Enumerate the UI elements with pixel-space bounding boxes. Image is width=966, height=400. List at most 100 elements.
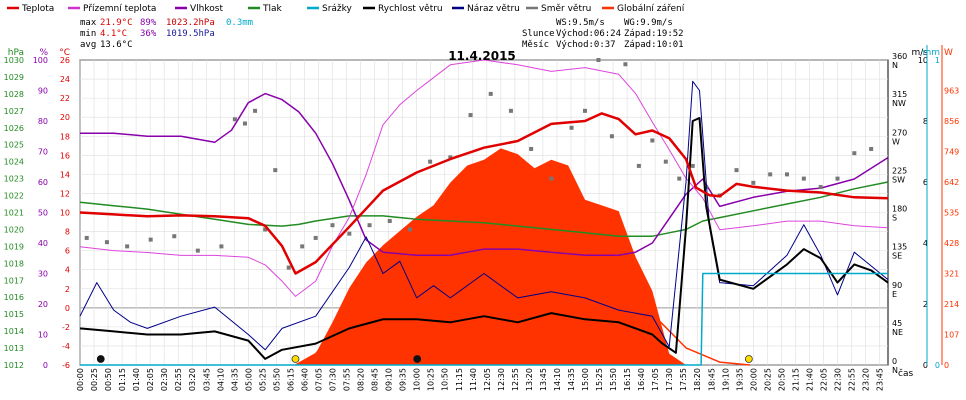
temperature-axis-tick: 18 bbox=[60, 132, 70, 141]
legend-label: Náraz větru bbox=[467, 4, 520, 14]
humidity-axis-tick: 10 bbox=[38, 331, 48, 340]
wind-speed-axis-unit: m/s bbox=[912, 48, 929, 58]
wind-dir-letter: N bbox=[892, 366, 898, 375]
x-tick-label: 13:45 bbox=[539, 368, 548, 391]
plot-area bbox=[79, 58, 889, 366]
legend-label: Rychlost větru bbox=[378, 4, 443, 14]
x-tick-label: 02:30 bbox=[160, 368, 169, 391]
wind-direction-point bbox=[677, 176, 682, 181]
pressure-axis-tick: 1028 bbox=[4, 90, 24, 99]
wind-dir-letter: NE bbox=[892, 328, 903, 337]
temperature-axis-tick: 8 bbox=[65, 228, 70, 237]
temperature-axis-tick: -4 bbox=[62, 342, 70, 351]
wind-direction-point bbox=[488, 91, 493, 96]
wind-direction-point bbox=[751, 180, 756, 185]
chart-title: 11.4.2015 bbox=[448, 49, 516, 63]
wind-direction-point bbox=[84, 235, 89, 240]
x-tick-label: 17:05 bbox=[651, 368, 660, 391]
temperature-axis-tick: 24 bbox=[60, 75, 70, 84]
wind-direction-point bbox=[835, 176, 840, 181]
temperature-axis-tick: 0 bbox=[65, 304, 70, 313]
stat-max-temp: 21.9°C bbox=[100, 18, 133, 28]
wind-direction-point bbox=[609, 134, 614, 139]
stat-rain: 0.3mm bbox=[226, 18, 253, 28]
x-tick-label: 04:10 bbox=[216, 368, 225, 391]
x-axis-label: čas bbox=[898, 368, 913, 379]
chart-axes: 00:00 00:25 00:50 01:15 01:40 02:05 02:30 02:55… bbox=[4, 45, 959, 391]
x-tick-label: 16:15 bbox=[623, 368, 632, 391]
wind-direction-point bbox=[529, 146, 534, 151]
humidity-axis-tick: 60 bbox=[38, 178, 48, 187]
wind-speed-axis-tick: 6 bbox=[923, 178, 928, 187]
wind-direction-point bbox=[852, 151, 857, 156]
x-tick-label: 15:50 bbox=[609, 368, 618, 391]
wind-speed-axis-tick: 2 bbox=[923, 300, 928, 309]
x-tick-label: 19:35 bbox=[735, 368, 744, 391]
stat-sunset: Západ:19:52 bbox=[624, 29, 684, 39]
x-tick-label: 18:45 bbox=[707, 368, 716, 391]
wind-direction-point bbox=[569, 125, 574, 130]
pressure-axis-tick: 1013 bbox=[4, 344, 24, 353]
x-tick-label: 23:45 bbox=[876, 368, 885, 391]
x-tick-label: 10:25 bbox=[427, 368, 436, 391]
stat-max-hum: 89% bbox=[140, 18, 157, 28]
wind-speed-axis-tick: 4 bbox=[923, 239, 928, 248]
radiation-axis-tick: 856 bbox=[944, 117, 959, 126]
series-srazky bbox=[80, 272, 888, 366]
temperature-axis-tick: 22 bbox=[60, 94, 70, 103]
legend-label: Vlhkost bbox=[190, 4, 223, 14]
x-tick-label: 11:15 bbox=[455, 368, 464, 391]
wind-dir-letter: E bbox=[892, 290, 897, 299]
radiation-axis-tick: 321 bbox=[944, 270, 959, 279]
wind-direction-point bbox=[286, 265, 291, 270]
x-tick-label: 13:20 bbox=[525, 368, 534, 391]
temperature-axis-tick: 20 bbox=[60, 113, 70, 122]
x-tick-label: 06:15 bbox=[286, 368, 295, 391]
temperature-axis-tick: 16 bbox=[60, 151, 70, 160]
x-tick-label: 00:50 bbox=[104, 368, 113, 391]
x-tick-label: 07:05 bbox=[314, 368, 323, 391]
pressure-axis-tick: 1021 bbox=[4, 209, 24, 218]
wind-direction-point bbox=[663, 159, 668, 164]
moon-marker bbox=[413, 355, 422, 363]
pressure-axis-tick: 1019 bbox=[4, 242, 24, 251]
temperature-axis-tick: 12 bbox=[60, 189, 70, 198]
x-tick-label: 12:05 bbox=[483, 368, 492, 391]
legend-label: Teplota bbox=[21, 4, 54, 14]
series-tlak bbox=[79, 181, 889, 237]
x-tick-label: 11:40 bbox=[469, 368, 478, 391]
humidity-axis-tick: 30 bbox=[38, 270, 48, 279]
pressure-axis-tick: 1027 bbox=[4, 107, 24, 116]
wind-direction-point bbox=[387, 218, 392, 223]
wind-speed-axis-tick: 8 bbox=[923, 117, 928, 126]
rain-axis-tick: 0 bbox=[935, 361, 940, 370]
stat-moonrise: Východ:0:37 bbox=[556, 40, 616, 50]
x-tick-label: 08:45 bbox=[371, 368, 380, 391]
pressure-axis-unit: hPa bbox=[8, 48, 24, 58]
radiation-axis-tick: 107 bbox=[944, 331, 959, 340]
series-rychlost-vetru bbox=[79, 117, 889, 360]
wind-direction-point bbox=[818, 185, 823, 190]
x-tick-label: 00:00 bbox=[76, 368, 85, 391]
pressure-axis-tick: 1017 bbox=[4, 276, 24, 285]
x-tick-label: 09:10 bbox=[385, 368, 394, 391]
chart-legend: Teplota Přízemní teplota Vlhkost Tlak Srážky… bbox=[7, 4, 685, 14]
legend-label: Tlak bbox=[262, 4, 283, 14]
x-tick-label: 10:00 bbox=[413, 368, 422, 391]
wind-direction-point bbox=[549, 176, 554, 181]
temperature-axis-tick: -6 bbox=[62, 361, 70, 370]
series-globalni-zareni bbox=[295, 148, 686, 365]
x-tick-label: 21:40 bbox=[805, 368, 814, 391]
pressure-axis-tick: 1020 bbox=[4, 225, 24, 234]
temperature-axis-tick: 6 bbox=[65, 247, 70, 256]
wind-direction-point bbox=[869, 146, 874, 151]
legend-label: Srážky bbox=[322, 4, 353, 14]
x-tick-label: 01:15 bbox=[118, 368, 127, 391]
x-tick-label: 04:35 bbox=[230, 368, 239, 391]
stat-min-temp: 4.1°C bbox=[100, 29, 127, 39]
x-tick-label: 05:00 bbox=[244, 368, 253, 391]
wind-direction-point bbox=[428, 159, 433, 164]
wind-direction-point bbox=[242, 121, 247, 126]
temperature-axis-tick: 4 bbox=[65, 266, 70, 275]
wind-speed-axis-tick: 10 bbox=[918, 56, 928, 65]
